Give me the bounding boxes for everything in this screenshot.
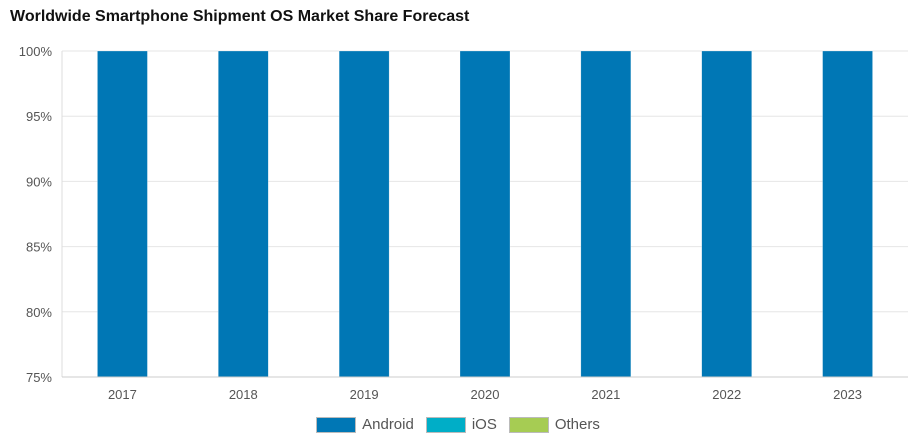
legend-swatch — [508, 416, 549, 433]
x-tick-label: 2017 — [108, 387, 137, 402]
y-tick-label: 75% — [26, 370, 52, 385]
legend-label: Android — [362, 416, 414, 433]
y-tick-label: 90% — [26, 174, 52, 189]
x-tick-label: 2021 — [591, 387, 620, 402]
bar-android-2018 — [218, 50, 269, 378]
bar-android-2022 — [701, 50, 752, 378]
chart-plot: 75% 80% 85% 90% 95% 100% 2017 2018 2019 2020 2021 2… — [19, 44, 908, 402]
x-tick-label: 2018 — [229, 387, 258, 402]
legend-item-others[interactable]: Others — [508, 416, 600, 433]
legend-swatch — [316, 416, 357, 433]
x-tick-label: 2022 — [712, 387, 741, 402]
bar-android-2023 — [822, 50, 873, 378]
x-tick-label: 2020 — [471, 387, 500, 402]
legend-label: Others — [554, 416, 600, 433]
chart-title: Worldwide Smartphone Shipment OS Market … — [10, 8, 470, 25]
x-tick-label: 2019 — [350, 387, 379, 402]
y-tick-label: 85% — [26, 240, 52, 255]
x-tick-label: 2023 — [833, 387, 862, 402]
legend-item-ios[interactable]: iOS — [425, 416, 497, 433]
legend-item-android[interactable]: Android — [316, 416, 414, 433]
y-tick-label: 80% — [26, 305, 52, 320]
bar-android-2019 — [338, 50, 390, 378]
legend-label: iOS — [471, 416, 497, 433]
y-tick-label: 95% — [26, 109, 52, 124]
legend-swatch — [425, 416, 466, 433]
bar-android-2021 — [580, 50, 632, 378]
legend: Android iOS Others — [0, 416, 920, 433]
bar-android-2020 — [459, 50, 511, 378]
bar-android-2017 — [97, 50, 148, 378]
y-tick-label: 100% — [19, 44, 53, 59]
